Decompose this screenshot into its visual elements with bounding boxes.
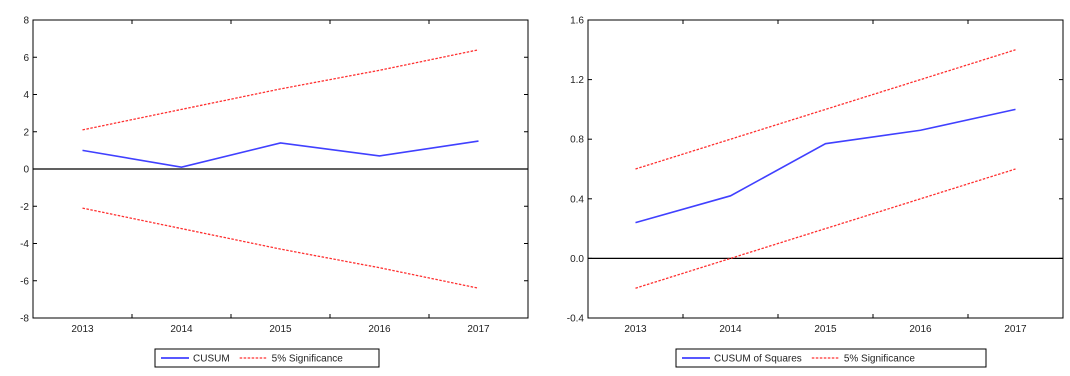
- series-line: [82, 140, 479, 168]
- y-tick-label: -0.4: [567, 314, 585, 325]
- series-line: [635, 168, 1016, 289]
- series-line: [635, 49, 1016, 170]
- x-tick-label: 2015: [269, 324, 292, 335]
- y-tick-label: 1.2: [570, 75, 584, 86]
- y-tick-label: 0.0: [570, 254, 584, 265]
- cusum-chart: 8 6 4 2 0 -2 -4 -6 -8 2013 2014 2015 2016 2017 CUSUM 5%…: [20, 16, 529, 368]
- series-line: [635, 108, 1016, 224]
- x-tick-label: 2013: [71, 324, 94, 335]
- y-tick-label: 8: [23, 16, 29, 27]
- y-tick-label: 1.6: [570, 16, 584, 27]
- x-tick-label: 2014: [170, 324, 193, 335]
- legend-label: 5% Significance: [844, 354, 916, 365]
- y-tick-label: 6: [23, 53, 29, 64]
- y-tick-label: 0.8: [570, 135, 584, 146]
- y-tick-label: 0: [23, 165, 29, 176]
- y-tick-label: -8: [20, 314, 29, 325]
- legend-box: [154, 348, 380, 368]
- y-tick-label: -6: [20, 276, 29, 287]
- series-line: [82, 49, 479, 131]
- x-tick-label: 2014: [719, 324, 742, 335]
- series-line: [82, 207, 479, 289]
- legend-label: CUSUM of Squares: [714, 354, 802, 365]
- x-tick-label: 2016: [368, 324, 391, 335]
- x-tick-label: 2017: [467, 324, 490, 335]
- y-tick-label: 0.4: [570, 194, 584, 205]
- x-tick-label: 2017: [1004, 324, 1027, 335]
- y-tick-label: -2: [20, 202, 29, 213]
- y-tick-label: 4: [23, 90, 29, 101]
- x-tick-label: 2013: [624, 324, 647, 335]
- x-tick-label: 2015: [814, 324, 837, 335]
- legend-box: [675, 348, 987, 368]
- legend-label: 5% Significance: [272, 354, 344, 365]
- plot-frame: [587, 19, 1064, 319]
- cusum-squares-chart: 1.6 1.2 0.8 0.4 0.0 -0.4 2013 2014 2015 2016 2017 C…: [567, 16, 1064, 368]
- legend-label: CUSUM: [193, 354, 230, 365]
- y-tick-label: -4: [20, 239, 29, 250]
- x-tick-label: 2016: [909, 324, 932, 335]
- y-tick-label: 2: [23, 127, 29, 138]
